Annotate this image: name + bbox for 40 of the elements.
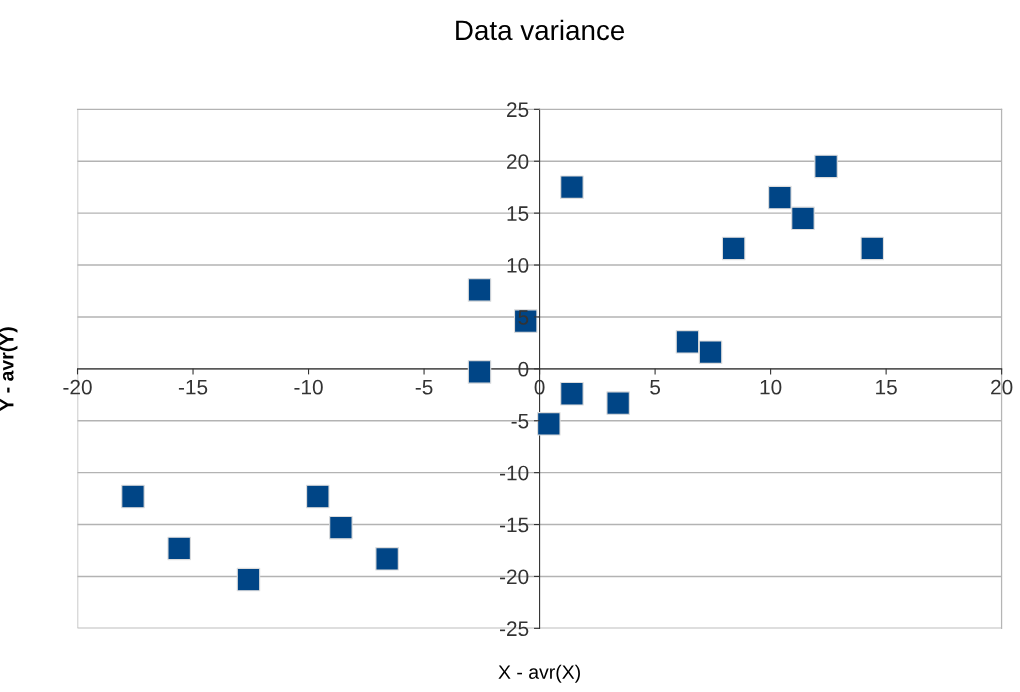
y-tick-label: -5 xyxy=(511,413,529,429)
point xyxy=(537,412,561,436)
x-tick-label: 15 xyxy=(876,380,897,395)
point xyxy=(467,278,492,302)
y-tick-label: -15 xyxy=(499,517,529,533)
point xyxy=(560,175,584,199)
y-tick-label: 25 xyxy=(507,102,529,118)
point xyxy=(329,515,353,540)
x-tick-label: 5 xyxy=(650,380,661,395)
point xyxy=(167,536,191,561)
y-tick-label: -10 xyxy=(499,465,529,481)
x-axis-title: X - avr(X) xyxy=(498,664,580,683)
y-tick-label: 20 xyxy=(507,154,529,169)
point xyxy=(698,340,723,364)
point xyxy=(375,547,399,571)
point xyxy=(560,381,584,406)
x-tick-label: -5 xyxy=(415,380,433,395)
x-tick-label: -20 xyxy=(63,379,92,395)
y-tick-label: 5 xyxy=(518,310,529,325)
x-tick-label: -10 xyxy=(294,379,323,395)
x-tick-label: 10 xyxy=(760,379,782,395)
point xyxy=(721,236,746,261)
point xyxy=(814,154,838,179)
point xyxy=(606,391,630,415)
point xyxy=(768,185,792,210)
point xyxy=(236,567,261,592)
point xyxy=(121,484,145,509)
y-tick-label: -25 xyxy=(499,621,529,637)
y-tick-label: -20 xyxy=(499,569,529,585)
x-tick-label: 20 xyxy=(991,379,1013,395)
chart-title: Data variance xyxy=(456,19,625,41)
y-tick-label: 10 xyxy=(507,258,529,273)
point xyxy=(467,360,492,384)
point xyxy=(860,236,885,261)
y-tick-label: 15 xyxy=(507,206,529,221)
y-axis-title: Y - avr(Y) xyxy=(0,327,18,412)
point xyxy=(306,484,330,509)
x-tick-label: -15 xyxy=(178,380,208,395)
point xyxy=(675,330,700,354)
point xyxy=(791,206,815,231)
